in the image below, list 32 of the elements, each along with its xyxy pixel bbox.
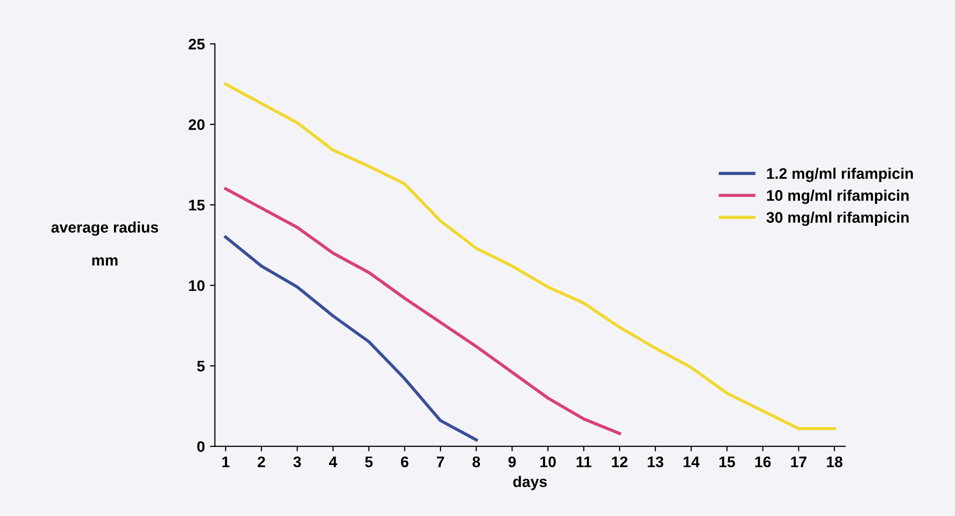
- x-tick-label: 12: [612, 456, 628, 468]
- x-tick-label: 1: [222, 456, 230, 468]
- x-tick-label: 5: [365, 456, 373, 468]
- legend-label: 30 mg/ml rifampicin: [766, 212, 909, 226]
- x-tick-label: 10: [540, 456, 556, 468]
- x-tick-label: 17: [791, 456, 806, 468]
- legend-label: 1.2 mg/ml rifampicin: [767, 168, 913, 182]
- x-tick-label: 6: [400, 456, 408, 468]
- y-tick-label: 25: [188, 38, 205, 50]
- line-series: [224, 82, 836, 430]
- legend-label: 10 mg/ml rifampicin: [767, 190, 909, 204]
- x-tick-label: 3: [293, 456, 301, 468]
- x-tick-label: 15: [719, 456, 736, 468]
- x-tick-label: 11: [576, 456, 592, 468]
- text: average radius mm: [51, 221, 158, 266]
- x-tick-label: 13: [648, 456, 664, 468]
- y-tick-label: 15: [189, 200, 205, 211]
- x-tick-label: 4: [329, 456, 338, 468]
- x-tick-label: 9: [508, 456, 516, 468]
- line-series: [224, 187, 622, 435]
- y-tick-label: 10: [189, 280, 205, 292]
- x-tick-label: 7: [436, 456, 444, 468]
- y-tick-label: 0: [197, 441, 205, 452]
- x-tick-label: 8: [472, 456, 480, 468]
- x-tick-label: 14: [684, 456, 700, 468]
- line-series: [224, 236, 478, 442]
- y-tick-label: 20: [188, 119, 205, 130]
- y-tick-label: 5: [197, 360, 205, 372]
- x-tick-label: 2: [258, 456, 266, 468]
- x-tick-label: 18: [826, 456, 842, 468]
- x-tick-label: 16: [755, 456, 771, 468]
- x-axis-title: days: [513, 476, 547, 490]
